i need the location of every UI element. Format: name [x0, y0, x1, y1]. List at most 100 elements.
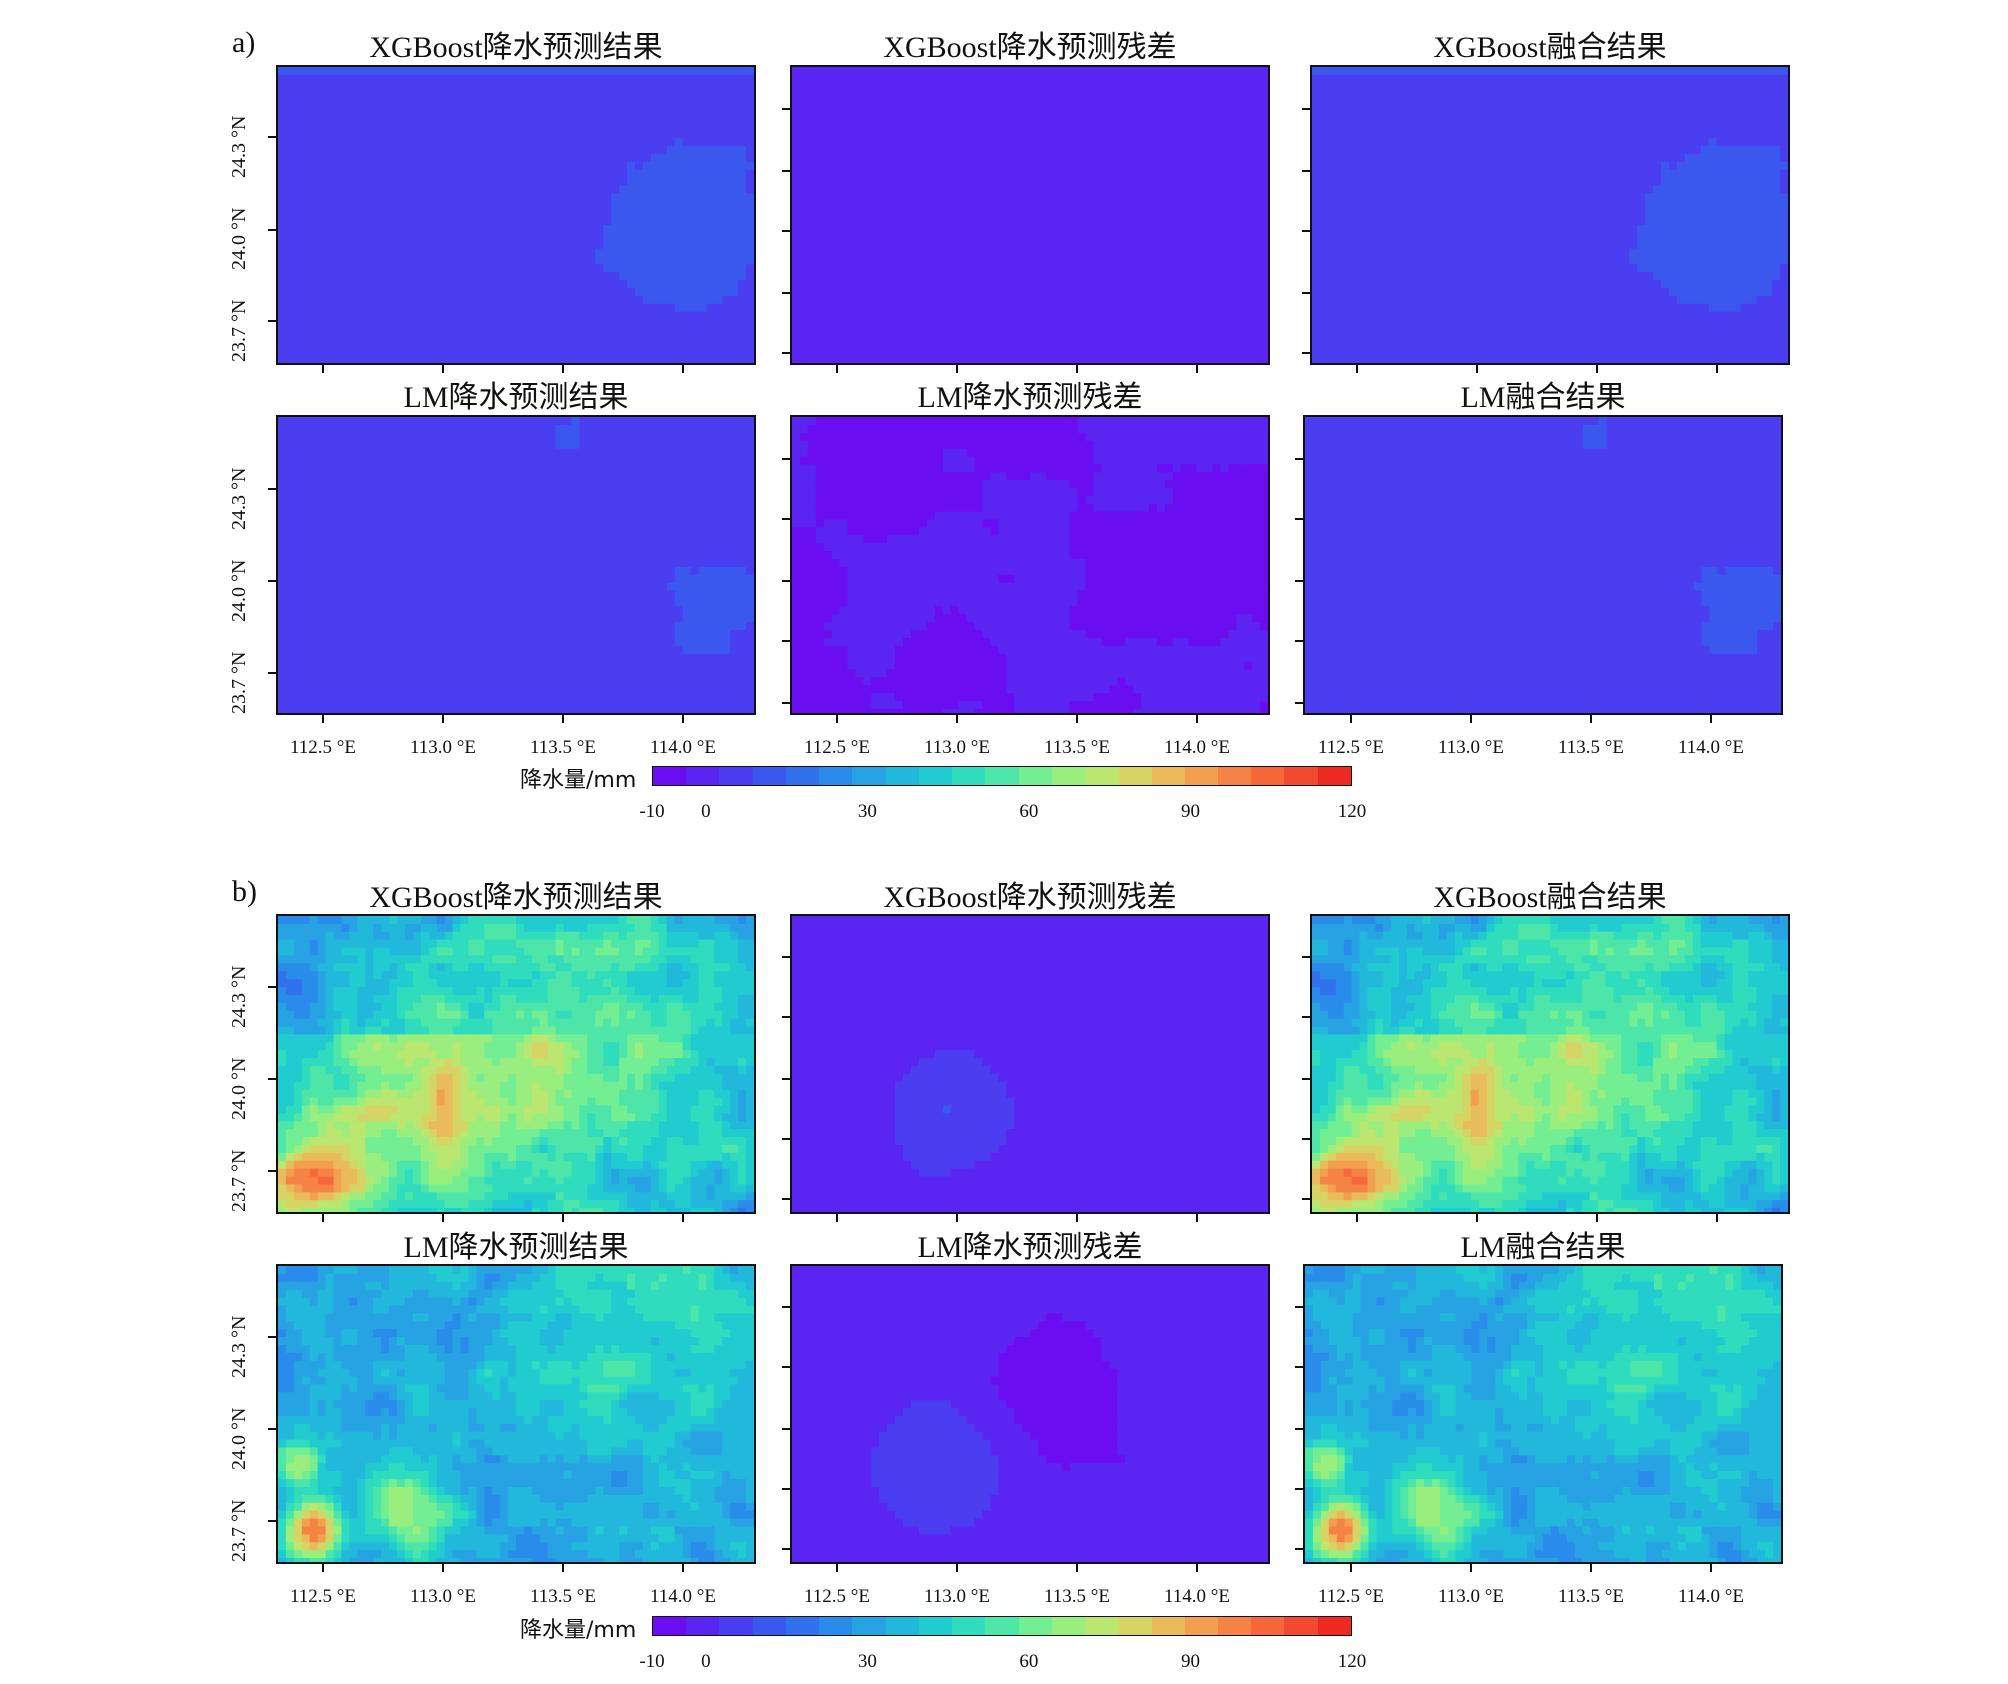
colorbar-swatch [852, 767, 886, 785]
lat-tick [782, 1016, 790, 1018]
colorbar-tick-label: -10 [639, 801, 664, 823]
lon-tick [1710, 715, 1712, 723]
lat-tick [782, 956, 790, 958]
lat-tick [1295, 1488, 1303, 1490]
lon-tick [442, 365, 444, 373]
lat-label: 23.7 °N [228, 300, 251, 362]
lat-tick [268, 136, 276, 138]
precip-field [278, 916, 754, 1212]
lat-tick [782, 640, 790, 642]
lon-label: 113.5 °E [1044, 1586, 1110, 1608]
lon-tick [442, 715, 444, 723]
lat-tick [782, 352, 790, 354]
lon-tick [1356, 365, 1358, 373]
lon-label: 112.5 °E [804, 737, 870, 759]
lon-tick [442, 1214, 444, 1222]
lon-label: 113.5 °E [1558, 737, 1624, 759]
lat-tick [782, 1198, 790, 1200]
lon-label: 113.0 °E [924, 1586, 990, 1608]
lon-tick [836, 365, 838, 373]
colorbar-tick-label: 120 [1338, 1651, 1367, 1673]
precip-field [278, 1266, 754, 1562]
lat-label: 24.0 °N [228, 1408, 251, 1470]
colorbar-swatch [1284, 1617, 1318, 1635]
lon-tick [1196, 365, 1198, 373]
precip-field [278, 417, 754, 713]
lat-tick [1295, 580, 1303, 582]
lon-label: 113.0 °E [410, 1586, 476, 1608]
colorbar-swatch [1051, 767, 1086, 785]
lon-label: 114.0 °E [1164, 1586, 1230, 1608]
lat-tick [1302, 956, 1310, 958]
colorbar-swatch [1018, 767, 1052, 785]
panel-title: LM降水预测结果 [276, 1222, 756, 1266]
lat-label: 24.0 °N [228, 1058, 251, 1120]
lat-tick [268, 1520, 276, 1522]
map-xgb-residual-b [790, 914, 1270, 1214]
lon-tick [442, 1564, 444, 1572]
colorbar-swatch [719, 767, 753, 785]
lon-tick [562, 1214, 564, 1222]
colorbar-swatch [1217, 767, 1252, 785]
precip-field [1312, 916, 1788, 1212]
panel-title: LM融合结果 [1303, 372, 1783, 416]
colorbar-swatch [1317, 767, 1351, 785]
panel-title: LM融合结果 [1303, 1222, 1783, 1266]
lon-tick [1470, 1564, 1472, 1572]
map-lm-residual-a [790, 415, 1270, 715]
lat-label: 24.3 °N [228, 468, 251, 530]
lon-tick [956, 715, 958, 723]
panel-title: XGBoost降水预测结果 [276, 22, 756, 66]
panel-title: XGBoost降水预测残差 [790, 22, 1270, 66]
lon-tick [562, 715, 564, 723]
lat-tick [1302, 352, 1310, 354]
lat-tick [782, 292, 790, 294]
colorbar-swatch [1251, 1617, 1285, 1635]
lat-tick [268, 986, 276, 988]
lon-tick [322, 1214, 324, 1222]
colorbar-tick-label: 90 [1181, 801, 1200, 823]
lat-tick [782, 230, 790, 232]
precip-field [1305, 417, 1781, 713]
panel-title: LM降水预测残差 [790, 1222, 1270, 1266]
panel-title: XGBoost降水预测残差 [790, 872, 1270, 916]
lon-tick [1596, 365, 1598, 373]
colorbar-swatch [1217, 1617, 1252, 1635]
map-lm-fused-a [1303, 415, 1783, 715]
lat-tick [782, 1078, 790, 1080]
lon-tick [682, 1214, 684, 1222]
lon-tick [1076, 1214, 1078, 1222]
map-lm-fused-b [1303, 1264, 1783, 1564]
lon-label: 112.5 °E [1318, 737, 1384, 759]
colorbar-tick-label: 30 [858, 801, 877, 823]
map-xgb-prediction-b [276, 914, 756, 1214]
colorbar-swatch [885, 1617, 919, 1635]
lat-label: 24.3 °N [228, 1316, 251, 1378]
map-xgb-fused-a [1310, 65, 1790, 365]
colorbar-swatch [1284, 767, 1318, 785]
lat-tick [782, 1138, 790, 1140]
lon-label: 113.5 °E [1558, 1586, 1624, 1608]
lon-label: 112.5 °E [290, 1586, 356, 1608]
colorbar-swatch [1184, 767, 1218, 785]
lat-tick [268, 1170, 276, 1172]
colorbar-swatch [852, 1617, 886, 1635]
lat-tick [1295, 1428, 1303, 1430]
precip-field [792, 67, 1268, 363]
lat-label: 23.7 °N [228, 1150, 251, 1212]
lat-tick [782, 1548, 790, 1550]
map-xgb-residual-a [790, 65, 1270, 365]
colorbar-tick-label: 60 [1019, 801, 1038, 823]
colorbar-tick-label: 30 [858, 1651, 877, 1673]
colorbar-swatch [785, 1617, 820, 1635]
lon-tick [1350, 715, 1352, 723]
colorbar-swatch [653, 767, 687, 785]
lat-tick [1295, 640, 1303, 642]
colorbar-tick-label: 120 [1338, 801, 1367, 823]
lat-tick [1302, 1078, 1310, 1080]
map-lm-prediction-a [276, 415, 756, 715]
precip-field [792, 1266, 1268, 1562]
lon-label: 112.5 °E [290, 737, 356, 759]
lon-tick [322, 365, 324, 373]
lat-tick [1295, 458, 1303, 460]
